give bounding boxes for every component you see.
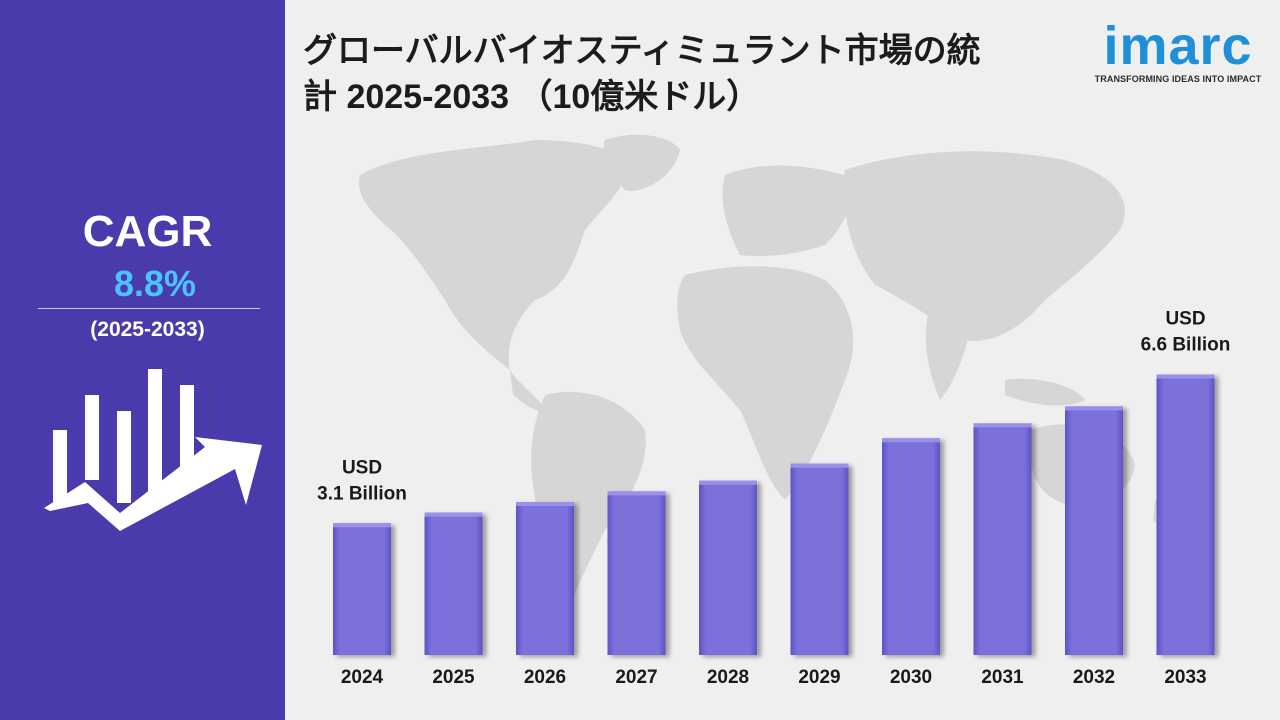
bar-2030 bbox=[882, 438, 940, 655]
bar-top-2027 bbox=[607, 491, 666, 496]
title-line-1: グローバルバイオスティミュラント市場の統 bbox=[303, 32, 981, 70]
x-tick-label: 2031 bbox=[981, 667, 1024, 688]
bar-2029 bbox=[790, 463, 849, 655]
bar-top-2024 bbox=[333, 523, 391, 528]
x-tick-label: 2029 bbox=[798, 667, 840, 688]
cagr-label: CAGR bbox=[82, 207, 213, 256]
bar-top-2026 bbox=[516, 502, 574, 506]
x-tick-label: 2033 bbox=[1164, 667, 1206, 688]
divider bbox=[38, 308, 260, 309]
bar-2031 bbox=[973, 423, 1032, 655]
x-tick-label: 2030 bbox=[890, 667, 932, 688]
x-tick-label: 2027 bbox=[615, 667, 657, 688]
title-line-2: 計 2025-2033 （10億米ドル） bbox=[303, 78, 761, 116]
x-tick-label: 2024 bbox=[341, 667, 384, 688]
bar-top-2025 bbox=[424, 512, 483, 517]
logo-wordmark: imarc bbox=[1103, 16, 1253, 76]
bar-top-2032 bbox=[1065, 406, 1123, 411]
x-tick-label: 2032 bbox=[1073, 667, 1115, 688]
bar-2026 bbox=[516, 502, 574, 655]
data-label-2033: USD bbox=[1165, 309, 1205, 330]
cagr-value: 8.8% bbox=[113, 263, 197, 304]
data-label-2024: 3.1 Billion bbox=[317, 483, 407, 504]
bar-top-2028 bbox=[699, 480, 757, 485]
bar-top-2033 bbox=[1156, 374, 1215, 379]
data-label-2033: 6.6 Billion bbox=[1141, 335, 1231, 356]
cagr-sidebar: CAGR 8.8% (2025-2033) bbox=[0, 0, 285, 720]
bar-2033 bbox=[1156, 374, 1215, 655]
bar-2024 bbox=[333, 523, 391, 655]
data-label-2024: USD bbox=[342, 457, 382, 478]
x-tick-label: 2026 bbox=[524, 667, 566, 688]
x-tick-label: 2025 bbox=[432, 667, 475, 688]
bar-2028 bbox=[699, 480, 757, 655]
imarc-logo: imarc TRANSFORMING IDEAS INTO IMPACT bbox=[1093, 12, 1263, 92]
bar-top-2029 bbox=[790, 463, 849, 468]
bar-chart-rising-arrow-icon bbox=[44, 369, 262, 531]
bar-2025 bbox=[424, 512, 483, 655]
bar-2027 bbox=[607, 491, 666, 655]
bar-2032 bbox=[1065, 406, 1123, 655]
logo-tagline: TRANSFORMING IDEAS INTO IMPACT bbox=[1094, 74, 1262, 84]
bar-top-2030 bbox=[882, 438, 940, 443]
chart-title: グローバルバイオスティミュラント市場の統 計 2025-2033 （10億米ドル… bbox=[303, 28, 1063, 120]
bar-top-2031 bbox=[973, 423, 1032, 428]
world-map-background bbox=[359, 134, 1170, 620]
cagr-period: (2025-2033) bbox=[90, 318, 205, 341]
x-tick-label: 2028 bbox=[707, 667, 749, 688]
